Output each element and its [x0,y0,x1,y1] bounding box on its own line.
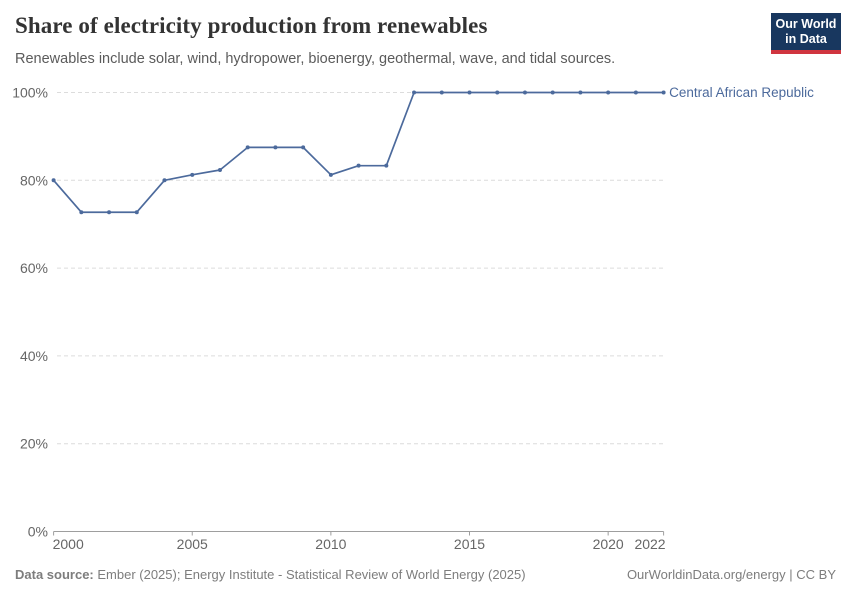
y-tick-label: 100% [12,85,48,101]
data-point[interactable] [51,178,56,183]
data-point[interactable] [190,172,195,177]
data-point[interactable] [79,210,84,215]
data-point[interactable] [107,210,112,215]
data-point[interactable] [134,210,139,215]
data-point[interactable] [606,90,611,95]
x-tick-label: 2022 [634,536,665,552]
x-tick-label: 2005 [177,536,208,552]
data-point[interactable] [245,145,250,150]
data-point[interactable] [522,90,527,95]
data-point[interactable] [495,90,500,95]
chart-subtitle: Renewables include solar, wind, hydropow… [15,51,616,67]
y-tick-label: 40% [20,348,48,364]
y-tick-label: 60% [20,260,48,276]
data-point[interactable] [467,90,472,95]
data-point[interactable] [578,90,583,95]
license-link[interactable]: OurWorldinData.org/energy | CC BY [626,567,836,582]
data-point[interactable] [273,145,278,150]
data-source-label: Data source: [15,567,94,582]
x-tick-label: 2000 [53,536,84,552]
data-point[interactable] [439,90,444,95]
x-tick-label: 2010 [315,536,346,552]
data-point[interactable] [384,163,389,168]
data-point[interactable] [328,172,333,177]
data-point[interactable] [661,90,666,95]
x-tick-label: 2020 [593,536,624,552]
data-source: Data source: Ember (2025); Energy Instit… [15,567,526,582]
owid-logo[interactable]: Our World in Data [771,13,841,54]
data-source-text: Ember (2025); Energy Institute - Statist… [93,567,526,582]
y-tick-label: 0% [28,524,48,540]
logo-line-1: Our World [775,17,837,31]
data-point[interactable] [301,145,306,150]
page-title: Share of electricity production from ren… [15,13,488,38]
data-point[interactable] [633,90,638,95]
chart-footer: Data source: Ember (2025); Energy Instit… [15,567,836,582]
data-point[interactable] [412,90,417,95]
data-point[interactable] [356,163,361,168]
entity-label[interactable]: Central African Republic [669,85,814,100]
series-line[interactable] [52,91,665,214]
data-point[interactable] [217,167,222,172]
y-tick-label: 20% [20,436,48,452]
x-tick-label: 2015 [454,536,485,552]
data-point[interactable] [550,90,555,95]
data-point[interactable] [162,178,167,183]
y-tick-label: 80% [20,172,48,188]
logo-line-2: in Data [785,32,827,46]
